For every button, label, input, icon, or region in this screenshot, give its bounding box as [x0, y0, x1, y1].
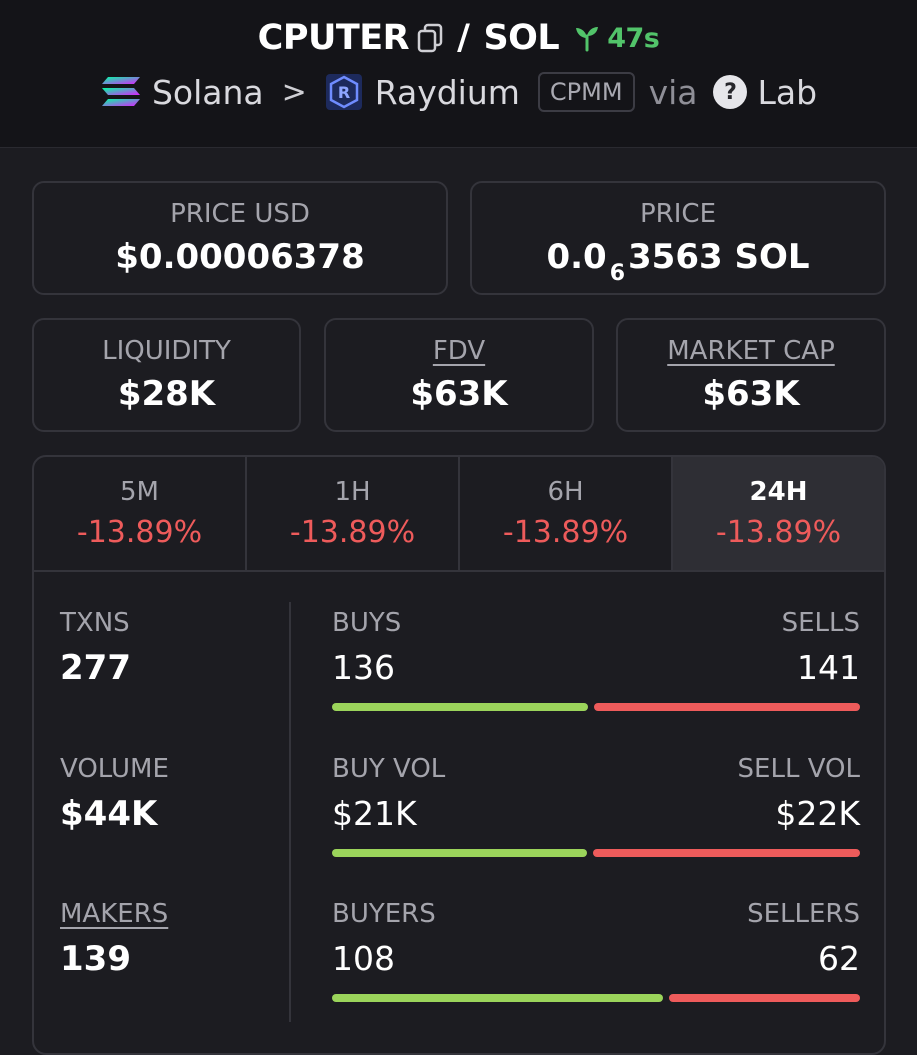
- buyers-label: BUYERS: [332, 899, 436, 929]
- buy-vol-value: $21K: [332, 794, 417, 833]
- stats-divider: [289, 602, 291, 1022]
- token-symbol: CPUTER: [257, 18, 410, 58]
- copy-icon[interactable]: [417, 23, 443, 53]
- tab-5m[interactable]: 5M -13.89%: [34, 457, 247, 570]
- volume-bar: [332, 849, 860, 857]
- buys-sells-bar: [332, 703, 860, 711]
- pair-age: 47s: [573, 22, 660, 54]
- market-cap-card: MARKET CAP $63K: [616, 318, 886, 432]
- sell-vol-bar-fill: [592, 849, 860, 857]
- sells-value: 141: [797, 648, 860, 687]
- dex-link[interactable]: Raydium: [374, 72, 520, 112]
- makers-value: 139: [60, 939, 131, 979]
- unknown-source-icon: ?: [713, 75, 748, 109]
- sellers-label: SELLERS: [747, 899, 860, 929]
- buy-sell-volume-stat: BUY VOL SELL VOL $21K $22K: [332, 754, 860, 857]
- raydium-logo-icon: R: [325, 73, 363, 111]
- buy-vol-label: BUY VOL: [332, 754, 446, 784]
- timeframe-tabs: 5M -13.89% 1H -13.89% 6H -13.89% 24H -13…: [34, 457, 884, 572]
- via-label: via: [648, 72, 698, 112]
- buyers-bar: [332, 994, 860, 1002]
- makers-stat: MAKERS 139: [60, 899, 168, 979]
- txns-label: TXNS: [60, 608, 130, 638]
- txns-value: 277: [60, 648, 131, 688]
- buyers-sellers-stat: BUYERS SELLERS 108 62: [332, 899, 860, 1002]
- sells-bar-fill: [594, 703, 860, 711]
- buys-value: 136: [332, 648, 395, 687]
- breadcrumb: Solana > R Raydium CPMM via ? Lab: [0, 72, 917, 112]
- buys-label: BUYS: [332, 608, 402, 638]
- market-cap-label[interactable]: MARKET CAP: [667, 336, 835, 366]
- seedling-icon: [576, 27, 599, 52]
- pair-slash: /: [457, 18, 470, 58]
- sell-vol-value: $22K: [775, 794, 860, 833]
- tab-1h[interactable]: 1H -13.89%: [247, 457, 460, 570]
- tab-6h[interactable]: 6H -13.89%: [460, 457, 673, 570]
- volume-value: $44K: [60, 794, 158, 834]
- fdv-value: $63K: [410, 374, 508, 414]
- via-source[interactable]: Lab: [757, 72, 818, 112]
- timeframe-panel: 5M -13.89% 1H -13.89% 6H -13.89% 24H -13…: [32, 455, 886, 1055]
- sells-label: SELLS: [781, 608, 860, 638]
- pair-header: CPUTER / SOL 47s: [0, 0, 917, 148]
- buys-sells-stat: BUYS SELLS 136 141: [332, 608, 860, 711]
- buy-vol-bar-fill: [332, 849, 587, 857]
- zero-count: 6: [609, 261, 625, 286]
- pool-type-badge: CPMM: [537, 72, 635, 112]
- liquidity-label: LIQUIDITY: [102, 336, 231, 366]
- sellers-bar-fill: [669, 994, 860, 1002]
- liquidity-value: $28K: [117, 374, 216, 414]
- fdv-label[interactable]: FDV: [432, 336, 486, 366]
- price-native-label: PRICE: [640, 199, 716, 229]
- volume-label: VOLUME: [60, 754, 169, 784]
- sellers-value: 62: [818, 939, 860, 978]
- liquidity-card: LIQUIDITY $28K: [32, 318, 301, 432]
- price-usd-card: PRICE USD $0.00006378: [32, 181, 448, 295]
- solana-logo-icon: [100, 75, 142, 109]
- svg-text:R: R: [338, 83, 350, 102]
- price-native-value: 0.0 63563 SOL: [546, 237, 810, 286]
- tab-24h[interactable]: 24H -13.89%: [673, 457, 884, 570]
- txns-stat: TXNS 277: [60, 608, 131, 688]
- pair-age-value: 47s: [607, 22, 660, 54]
- buyers-value: 108: [332, 939, 395, 978]
- sell-vol-label: SELL VOL: [737, 754, 860, 784]
- price-usd-label: PRICE USD: [170, 199, 310, 229]
- chevron-right-icon: >: [281, 74, 307, 110]
- quote-symbol: SOL: [483, 18, 560, 58]
- volume-stat: VOLUME $44K: [60, 754, 169, 834]
- buyers-bar-fill: [332, 994, 664, 1002]
- makers-label[interactable]: MAKERS: [60, 899, 169, 929]
- buys-bar-fill: [332, 703, 589, 711]
- chain-link[interactable]: Solana: [151, 72, 264, 112]
- market-cap-value: $63K: [702, 374, 800, 414]
- pair-title: CPUTER / SOL 47s: [0, 18, 917, 58]
- price-usd-value: $0.00006378: [115, 237, 365, 277]
- price-native-card: PRICE 0.0 63563 SOL: [470, 181, 886, 295]
- fdv-card: FDV $63K: [324, 318, 594, 432]
